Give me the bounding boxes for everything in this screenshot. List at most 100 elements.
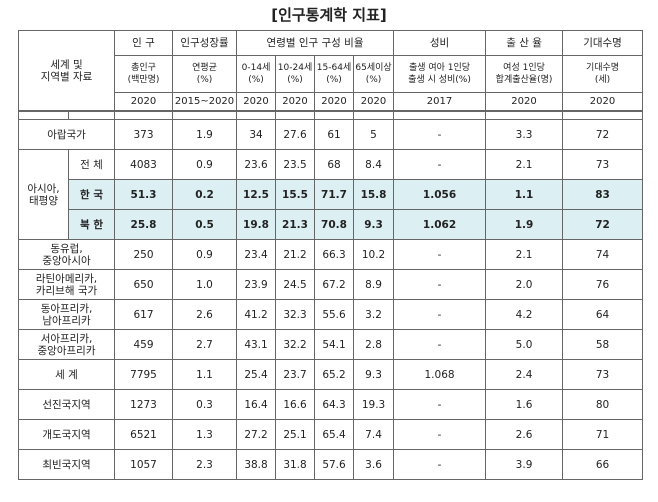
table-row: 세 계 7795 1.1 25.4 23.7 65.2 9.3 1.068 2.4 73 <box>17 359 644 390</box>
value-cell: 25.4 <box>236 359 277 390</box>
value-cell: 25.8 <box>114 209 174 240</box>
value-cell: 66 <box>562 449 644 480</box>
sub-region-label: 북 한 <box>67 209 116 240</box>
region-label: 동유럽, 중앙아시아 <box>17 239 116 270</box>
value-cell: 1.068 <box>393 359 487 390</box>
group-header: 인구성장률 <box>172 30 238 56</box>
value-cell: 1273 <box>114 389 174 420</box>
spacer-cell <box>393 110 487 120</box>
table-row: 세계 및 지역별 자료 인 구 인구성장률 연령별 인구 구성 비율 성비 출 산 율 기대… <box>17 30 644 112</box>
table-row: 최빈국지역 1057 2.3 38.8 31.8 57.6 3.6-3.9 66 <box>17 449 644 480</box>
value-cell: 2.6 <box>172 299 238 330</box>
value-cell: 0.3 <box>172 389 238 420</box>
table-row: 서아프리카, 중앙아프리카 459 2.7 43.1 32.2 54.1 2.8-5.0 58 <box>17 329 644 360</box>
group-label: 아시아, 태평양 <box>18 149 69 240</box>
value-cell: 617 <box>114 299 174 330</box>
unit-header: 기대수명 (세) <box>562 55 644 93</box>
group-header: 기대수명 <box>562 30 644 56</box>
region-label: 서아프리카, 중앙아프리카 <box>17 329 116 360</box>
value-cell: 3.6 <box>353 449 395 480</box>
year-header: 2017 <box>393 92 487 112</box>
value-cell: 83 <box>562 179 644 210</box>
value-cell: - <box>393 389 487 420</box>
table-row: 한 국 51.3 0.2 12.5 15.5 71.7 15.8 1.056 1.1 83 <box>19 179 644 210</box>
value-cell: 9.3 <box>353 209 395 240</box>
corner-header: 세계 및 지역별 자료 <box>17 30 116 112</box>
value-cell: 51.3 <box>114 179 174 210</box>
indicator-table: 세계 및 지역별 자료 인 구 인구성장률 연령별 인구 구성 비율 성비 출 산 율 기대… <box>17 30 644 480</box>
group-header: 인 구 <box>114 30 174 56</box>
table-row <box>18 110 644 120</box>
value-cell: 1.062 <box>393 209 487 240</box>
value-cell: 71.7 <box>314 179 355 210</box>
value-cell: 250 <box>114 239 174 270</box>
value-cell: 31.8 <box>275 449 316 480</box>
value-cell: 2.4 <box>485 359 564 390</box>
value-cell: 1.1 <box>172 359 238 390</box>
table-body: 세계 및 지역별 자료 인 구 인구성장률 연령별 인구 구성 비율 성비 출 산 율 기대… <box>17 30 644 480</box>
value-cell: 0.2 <box>172 179 238 210</box>
value-cell: 32.2 <box>275 329 316 360</box>
value-cell: 15.8 <box>353 179 395 210</box>
value-cell: 23.6 <box>236 149 277 180</box>
value-cell: 32.3 <box>275 299 316 330</box>
sub-region-label: 전 체 <box>67 149 116 180</box>
year-header: 2020 <box>275 92 316 112</box>
value-cell: 73 <box>562 149 644 180</box>
value-cell: 80 <box>562 389 644 420</box>
value-cell: 0.9 <box>172 149 238 180</box>
value-cell: 68 <box>314 149 355 180</box>
value-cell: 2.8 <box>353 329 395 360</box>
unit-header: 15-64세 (%) <box>314 55 355 93</box>
value-cell: 41.2 <box>236 299 277 330</box>
value-cell: 5.0 <box>485 329 564 360</box>
value-cell: 10.2 <box>353 239 395 270</box>
value-cell: 1.9 <box>485 209 564 240</box>
table-row: 동유럽, 중앙아시아 250 0.9 23.4 21.2 66.3 10.2-2.1 74 <box>17 239 644 270</box>
year-header: 2020 <box>485 92 564 112</box>
spacer-cell <box>562 110 644 120</box>
value-cell: 1.9 <box>172 119 238 150</box>
table-row: 총인구 (백만명) 연평균 (%) 0-14세 (%) 10-24세 (%) 15-64… <box>19 55 644 93</box>
year-header: 2020 <box>314 92 355 112</box>
value-cell: 23.9 <box>236 269 277 300</box>
year-header: 2020 <box>353 92 395 112</box>
table-row: 동아프리카, 남아프리카 617 2.6 41.2 32.3 55.6 3.2-4.2 64 <box>17 299 644 330</box>
value-cell: 12.5 <box>236 179 277 210</box>
value-cell: 2.7 <box>172 329 238 360</box>
value-cell: 23.4 <box>236 239 277 270</box>
value-cell: 0.5 <box>172 209 238 240</box>
value-cell: - <box>393 149 487 180</box>
value-cell: 72 <box>562 119 644 150</box>
table-row: 2020 2015~2020 2020 2020 2020 2020 2017 2020 202… <box>19 92 644 112</box>
value-cell: - <box>393 329 487 360</box>
value-cell: 61 <box>314 119 355 150</box>
value-cell: 3.2 <box>353 299 395 330</box>
value-cell: 459 <box>114 329 174 360</box>
value-cell: 23.5 <box>275 149 316 180</box>
value-cell: 0.9 <box>172 239 238 270</box>
value-cell: - <box>393 299 487 330</box>
unit-header: 출생 여아 1인당 출생 시 성비(%) <box>393 55 487 93</box>
value-cell: 64.3 <box>314 389 355 420</box>
spacer-cell <box>275 110 316 120</box>
value-cell: 73 <box>562 359 644 390</box>
value-cell: 72 <box>562 209 644 240</box>
value-cell: - <box>393 269 487 300</box>
value-cell: 1.056 <box>393 179 487 210</box>
value-cell: 2.1 <box>485 239 564 270</box>
value-cell: 70.8 <box>314 209 355 240</box>
table-row: 아시아, 태평양 전 체 4083 0.9 23.6 23.5 68 8.4-2.1 73 <box>18 149 644 240</box>
region-label: 라틴아메리카, 카리브해 국가 <box>17 269 116 300</box>
unit-header: 총인구 (백만명) <box>114 55 174 93</box>
value-cell: 2.0 <box>485 269 564 300</box>
value-cell: 54.1 <box>314 329 355 360</box>
value-cell: 3.9 <box>485 449 564 480</box>
region-label: 세 계 <box>17 359 116 390</box>
spacer-cell <box>67 110 116 120</box>
value-cell: 19.8 <box>236 209 277 240</box>
value-cell: 650 <box>114 269 174 300</box>
value-cell: 21.3 <box>275 209 316 240</box>
value-cell: 15.5 <box>275 179 316 210</box>
